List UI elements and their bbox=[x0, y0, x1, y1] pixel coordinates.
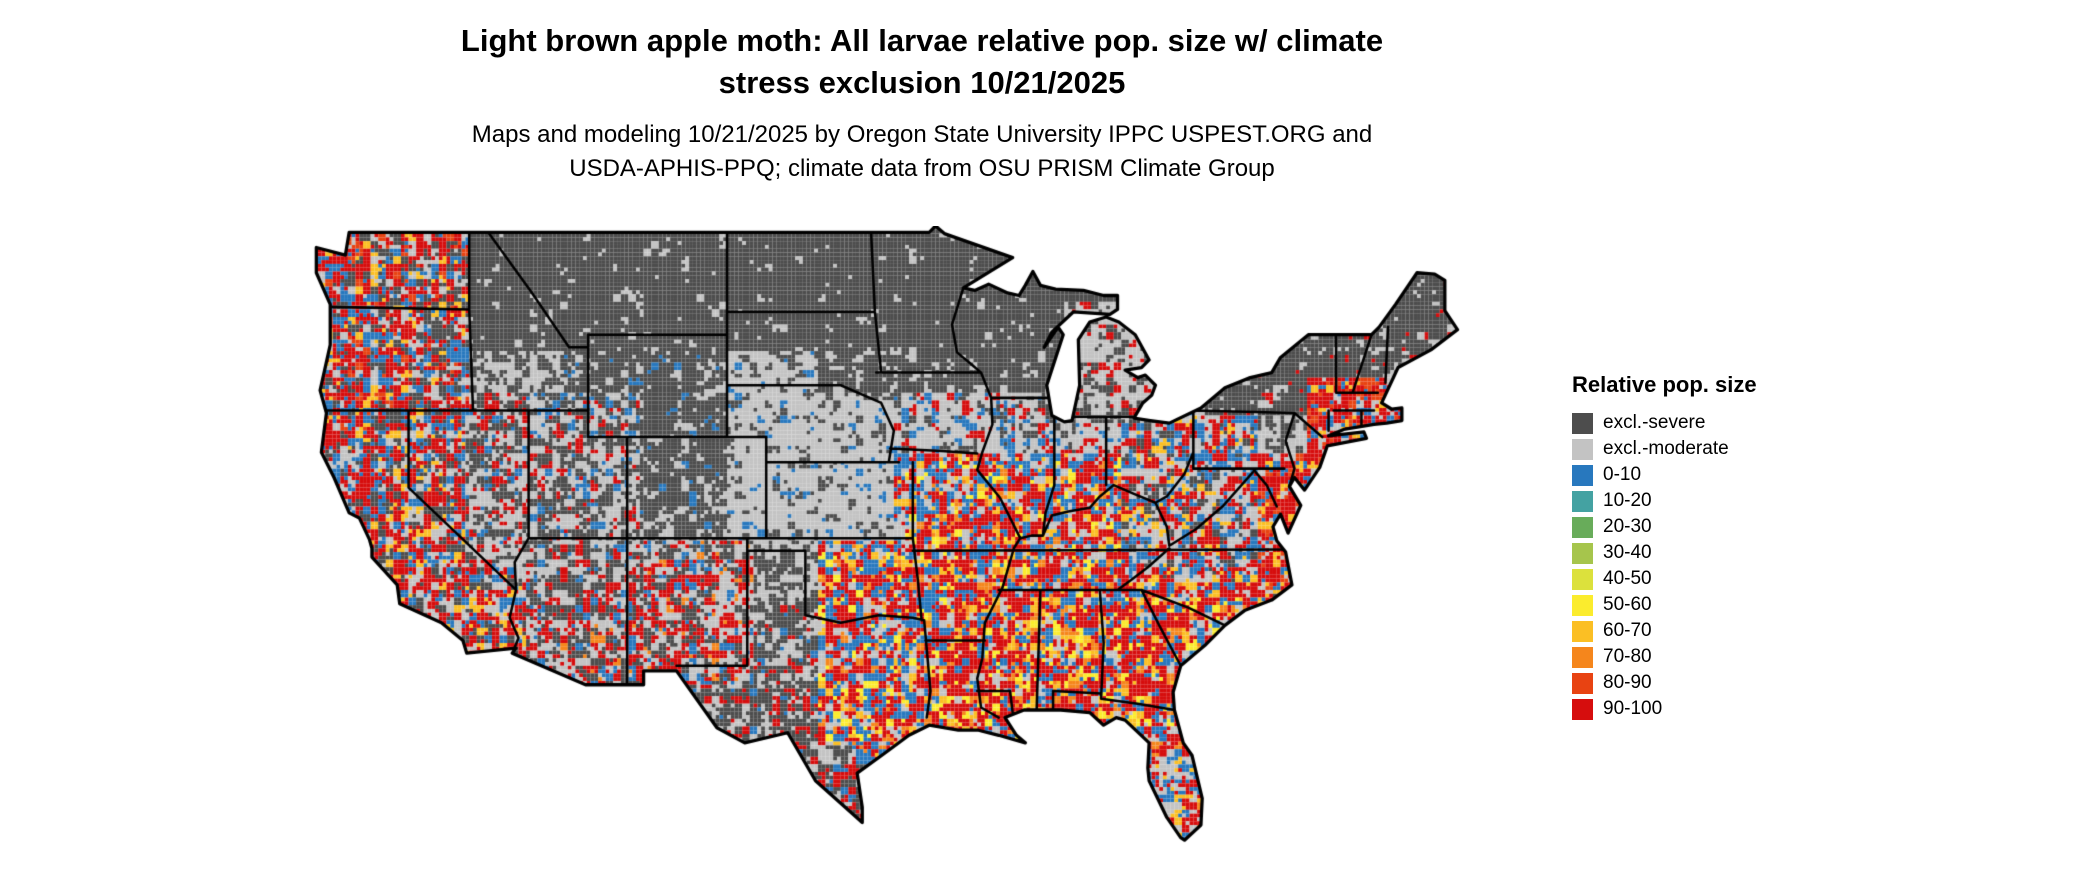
legend-swatch-c70 bbox=[1572, 646, 1593, 668]
map-subtitle: Maps and modeling 10/21/2025 by Oregon S… bbox=[0, 118, 1844, 186]
legend-swatch-c20 bbox=[1572, 516, 1593, 538]
legend-swatch-c10 bbox=[1572, 490, 1593, 512]
legend-item: excl.-moderate bbox=[1572, 436, 1757, 462]
map-title: Light brown apple moth: All larvae relat… bbox=[0, 20, 1844, 104]
legend-item-label: 40-50 bbox=[1603, 568, 1652, 589]
us-map-canvas bbox=[310, 226, 1460, 883]
legend-item-label: 90-100 bbox=[1603, 698, 1663, 719]
legend-item-label: 20-30 bbox=[1603, 516, 1652, 537]
legend-swatch-c80 bbox=[1572, 672, 1593, 694]
map-title-line2: stress exclusion 10/21/2025 bbox=[718, 65, 1126, 100]
map-title-line1: Light brown apple moth: All larvae relat… bbox=[460, 23, 1384, 58]
legend-item: 50-60 bbox=[1572, 592, 1757, 618]
legend-swatch-c60 bbox=[1572, 620, 1593, 642]
legend-item: excl.-severe bbox=[1572, 410, 1757, 436]
legend-swatch-c90 bbox=[1572, 698, 1593, 720]
legend-item-label: excl.-severe bbox=[1603, 412, 1706, 433]
legend-item-label: 30-40 bbox=[1603, 542, 1652, 563]
legend-title: Relative pop. size bbox=[1572, 372, 1757, 397]
us-map bbox=[310, 226, 1460, 883]
legend-item: 0-10 bbox=[1572, 462, 1757, 488]
legend-item-label: 50-60 bbox=[1603, 594, 1652, 615]
legend-item: 30-40 bbox=[1572, 540, 1757, 566]
legend-swatch-severe bbox=[1572, 412, 1593, 434]
legend-item-label: 70-80 bbox=[1603, 646, 1652, 667]
legend-item-label: excl.-moderate bbox=[1603, 438, 1729, 459]
legend-swatch-moderate bbox=[1572, 438, 1593, 460]
legend-swatch-c40 bbox=[1572, 568, 1593, 590]
legend-item: 20-30 bbox=[1572, 514, 1757, 540]
legend-item: 70-80 bbox=[1572, 644, 1757, 670]
legend-swatch-c0 bbox=[1572, 464, 1593, 486]
legend-item: 10-20 bbox=[1572, 488, 1757, 514]
legend-item: 80-90 bbox=[1572, 670, 1757, 696]
legend-item: 40-50 bbox=[1572, 566, 1757, 592]
map-subtitle-line1: Maps and modeling 10/21/2025 by Oregon S… bbox=[471, 121, 1373, 148]
legend-item-label: 10-20 bbox=[1603, 490, 1652, 511]
legend-item-label: 0-10 bbox=[1603, 464, 1642, 485]
legend-item-label: 80-90 bbox=[1603, 672, 1652, 693]
legend-item: 60-70 bbox=[1572, 618, 1757, 644]
legend-items: excl.-severe excl.-moderate 0-10 10-20 20-30… bbox=[1572, 410, 1757, 722]
legend-item-label: 60-70 bbox=[1603, 620, 1652, 641]
legend: Relative pop. size excl.-severe excl.-mod… bbox=[1572, 372, 1757, 722]
legend-swatch-c50 bbox=[1572, 594, 1593, 616]
map-subtitle-line2: USDA-APHIS-PPQ; climate data from OSU PR… bbox=[569, 155, 1275, 182]
legend-item: 90-100 bbox=[1572, 696, 1757, 722]
legend-swatch-c30 bbox=[1572, 542, 1593, 564]
